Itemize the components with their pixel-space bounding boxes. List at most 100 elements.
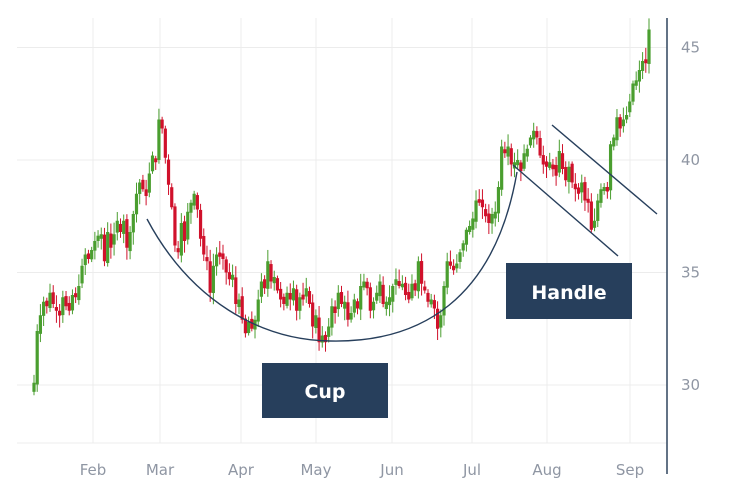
candle-up	[327, 326, 331, 337]
candle-down	[74, 293, 78, 298]
candle-down	[234, 277, 238, 304]
candle-up	[189, 202, 193, 213]
candle-up	[522, 153, 526, 169]
candle-up	[90, 250, 94, 260]
candle-up	[628, 101, 632, 113]
candle-down	[279, 288, 283, 300]
candle-down	[535, 131, 539, 138]
candlesticks	[32, 18, 651, 396]
candle-down	[154, 158, 158, 163]
candle-down	[407, 291, 411, 300]
candle-up	[285, 292, 289, 306]
candle-up	[343, 301, 347, 309]
candle-up	[304, 288, 308, 297]
candle-up	[375, 292, 379, 301]
candle-up	[378, 281, 382, 297]
candle-up	[458, 252, 462, 262]
candle-up	[474, 200, 478, 222]
candle-down	[317, 317, 321, 343]
annotation-labels: Cup Handle	[262, 263, 632, 418]
candle-up	[557, 151, 561, 173]
candle-up	[612, 137, 616, 147]
candle-up	[516, 160, 520, 166]
candle-up	[272, 277, 276, 284]
candle-up	[134, 193, 139, 215]
x-tick-label: Jun	[379, 461, 403, 479]
candle-down	[86, 253, 91, 259]
candle-up	[179, 223, 183, 256]
candle-up	[602, 187, 606, 191]
candle-down	[54, 307, 59, 311]
candle-up	[70, 295, 75, 311]
candle-down	[198, 209, 203, 239]
candle-up	[32, 382, 36, 392]
candle-down	[509, 148, 513, 165]
candle-up	[112, 234, 116, 245]
candle-down	[618, 117, 622, 129]
candle-up	[621, 119, 625, 127]
candle-up	[96, 235, 100, 241]
x-tick-label: Jul	[462, 461, 481, 479]
cup-curve	[146, 171, 518, 342]
axes: 30 35 40 45 Feb Mar Apr May Jun Jul Aug Sep	[80, 18, 700, 479]
candle-down	[487, 213, 491, 223]
candle-down	[589, 201, 593, 230]
handle-label: Handle	[531, 282, 606, 304]
candle-up	[138, 182, 142, 194]
candle-up	[349, 313, 353, 320]
candle-down	[544, 161, 549, 167]
candle-up	[490, 214, 494, 224]
candle-down	[477, 199, 481, 203]
candle-down	[64, 296, 68, 307]
candle-down	[227, 272, 231, 280]
candle-down	[202, 236, 206, 255]
candle-up	[493, 211, 497, 219]
y-tick-label: 30	[681, 376, 700, 394]
candle-up	[80, 265, 84, 284]
candle-down	[573, 183, 577, 190]
candle-down	[250, 318, 254, 329]
handle-upper-trendline	[551, 124, 658, 215]
candle-down	[176, 248, 180, 253]
candle-up	[77, 286, 81, 301]
candle-up	[445, 261, 449, 288]
candle-up	[599, 189, 603, 203]
candle-up	[416, 261, 420, 292]
candle-up	[157, 119, 161, 161]
handle-label-box	[506, 263, 632, 319]
candle-down	[282, 296, 286, 304]
candle-down	[173, 206, 177, 246]
candle-up	[93, 241, 97, 251]
candle-down	[519, 162, 523, 172]
candle-down	[333, 306, 337, 313]
candle-down	[243, 318, 248, 334]
candle-up	[384, 301, 388, 310]
candle-down	[403, 282, 408, 295]
candle-up	[647, 29, 651, 64]
candle-down	[263, 279, 267, 289]
handle-lower-trendline	[512, 164, 619, 257]
candle-down	[381, 284, 385, 304]
x-tick-label: Aug	[532, 461, 561, 479]
candle-up	[259, 281, 264, 297]
x-tick-label: May	[300, 461, 331, 479]
candle-down	[221, 253, 225, 259]
candle-down	[141, 179, 145, 190]
candle-down	[208, 261, 212, 293]
candle-up	[106, 232, 110, 264]
candle-up	[186, 211, 190, 240]
candle-down	[339, 292, 344, 304]
candle-up	[608, 144, 613, 191]
candle-up	[455, 263, 459, 269]
candle-down	[301, 294, 305, 300]
candle-up	[429, 299, 433, 305]
candle-down	[311, 302, 315, 327]
candle-up	[471, 218, 475, 230]
candle-up	[298, 297, 302, 311]
candle-down	[182, 221, 187, 241]
candle-up	[48, 292, 52, 309]
candle-down	[423, 286, 427, 291]
pattern-lines	[146, 124, 658, 342]
candle-down	[426, 292, 430, 302]
candle-down	[170, 187, 174, 208]
